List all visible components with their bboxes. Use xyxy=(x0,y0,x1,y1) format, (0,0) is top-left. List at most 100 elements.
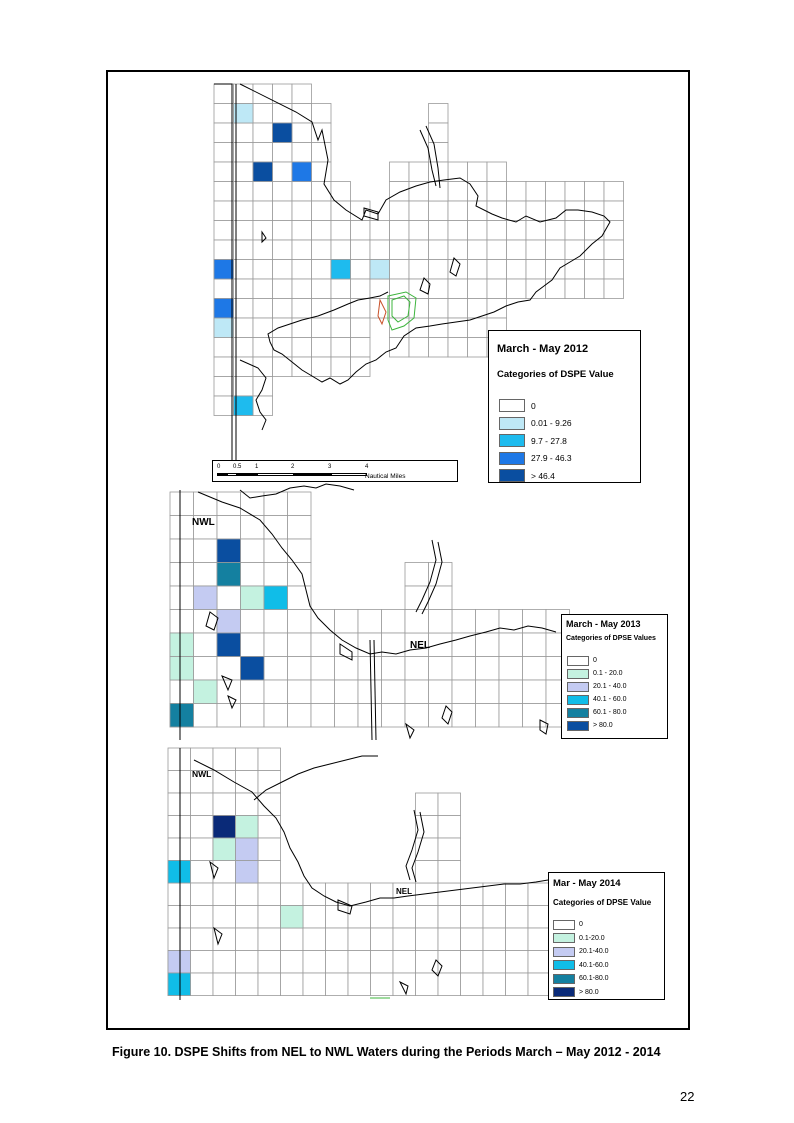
legend-item: 20.1-40.0 xyxy=(553,945,664,959)
grid-cell xyxy=(169,515,194,540)
grid-cell xyxy=(389,337,410,358)
grid-cell xyxy=(291,239,312,260)
grid-cell xyxy=(272,278,293,299)
grid-cell xyxy=(545,278,566,299)
grid-cell xyxy=(311,259,332,280)
legend-item: 0 xyxy=(553,918,664,932)
legend-label: 0 xyxy=(579,921,583,929)
legend-item: 0.01 - 9.26 xyxy=(499,415,640,433)
grid-cell xyxy=(311,161,332,182)
legend-swatch xyxy=(499,469,525,483)
legend-title: March - May 2012 xyxy=(497,343,589,355)
grid-cell xyxy=(347,972,371,996)
grid-cell xyxy=(428,239,449,260)
grid-cell xyxy=(564,239,585,260)
grid-cell xyxy=(167,792,191,816)
grid-cell xyxy=(263,656,288,681)
area-label-nwl: NWL xyxy=(192,517,215,528)
grid-cell xyxy=(212,882,236,906)
grid-cell xyxy=(350,317,371,338)
dspe-cell xyxy=(193,585,218,610)
grid-cell xyxy=(428,278,449,299)
grid-cell xyxy=(437,905,461,929)
scale-tick-label: 4 xyxy=(365,464,369,470)
coastline-2012 xyxy=(214,83,611,460)
grid-cell xyxy=(451,679,476,704)
grid-cell xyxy=(330,337,351,358)
grid-cell xyxy=(302,905,326,929)
grid-cell xyxy=(235,950,259,974)
dspe-cell xyxy=(280,905,304,929)
grid-cell xyxy=(428,585,453,610)
grid-cell xyxy=(428,122,449,143)
grid-cell xyxy=(482,905,506,929)
grid-cell xyxy=(291,259,312,280)
grid-cell xyxy=(447,298,468,319)
dspe-cell xyxy=(235,815,259,839)
grid-cell xyxy=(190,815,214,839)
grid-cell xyxy=(291,337,312,358)
grid-cell xyxy=(482,950,506,974)
legend-item: 40.1-60.0 xyxy=(553,959,664,973)
grid-cell xyxy=(325,950,349,974)
legend-swatch xyxy=(567,668,589,679)
grid-cell xyxy=(193,703,218,728)
grid-cell xyxy=(475,632,500,657)
grid-cell xyxy=(193,538,218,563)
grid-cell xyxy=(498,656,523,681)
grid-cell xyxy=(263,703,288,728)
grid-cell xyxy=(190,837,214,861)
grid-cell xyxy=(213,181,234,202)
nel-boundary-2012 xyxy=(387,291,417,331)
grid-cell xyxy=(404,679,429,704)
grid-cell xyxy=(603,259,624,280)
dspe-cell xyxy=(167,972,191,996)
grid-cell xyxy=(325,972,349,996)
legend-item: 0.1 - 20.0 xyxy=(567,667,667,680)
grid-cell xyxy=(370,950,394,974)
grid-cell xyxy=(272,83,293,104)
grid-cell xyxy=(408,259,429,280)
legend-swatch xyxy=(567,707,589,718)
grid-cell xyxy=(212,972,236,996)
grid-cell xyxy=(216,585,241,610)
grid-cell xyxy=(193,562,218,587)
dspe-cell xyxy=(213,317,234,338)
grid-cell xyxy=(486,220,507,241)
grid-cell xyxy=(213,376,234,397)
grid-cell xyxy=(357,656,382,681)
grid-cell xyxy=(240,632,265,657)
grid-cell xyxy=(603,200,624,221)
grid-cell xyxy=(475,656,500,681)
grid-cell xyxy=(291,142,312,163)
legend-label: 0 xyxy=(531,400,536,411)
grid-cell xyxy=(311,278,332,299)
grid-cell xyxy=(212,950,236,974)
grid-cell xyxy=(235,882,259,906)
grid-cell xyxy=(460,972,484,996)
grid-cell xyxy=(584,200,605,221)
grid-cell xyxy=(467,161,488,182)
grid-cell xyxy=(428,142,449,163)
legend-2012: March - May 2012 Categories of DSPE Valu… xyxy=(488,330,641,483)
grid-cell xyxy=(235,927,259,951)
grid-cell xyxy=(389,220,410,241)
grid-cell xyxy=(330,317,351,338)
legend-swatch xyxy=(567,694,589,705)
grid-cell xyxy=(213,278,234,299)
grid-cell xyxy=(437,927,461,951)
grid-cell xyxy=(381,679,406,704)
grid-cell xyxy=(311,220,332,241)
scale-tick-label: 3 xyxy=(328,464,332,470)
grid-cell xyxy=(522,609,547,634)
grid-cell xyxy=(193,656,218,681)
grid-cell xyxy=(190,792,214,816)
dspe-cell xyxy=(212,815,236,839)
grid-cell xyxy=(291,83,312,104)
grid-cell xyxy=(212,792,236,816)
grid-cell xyxy=(408,161,429,182)
grid-cell xyxy=(235,905,259,929)
grid-cell xyxy=(167,747,191,771)
legend-item: 0.1-20.0 xyxy=(553,932,664,946)
